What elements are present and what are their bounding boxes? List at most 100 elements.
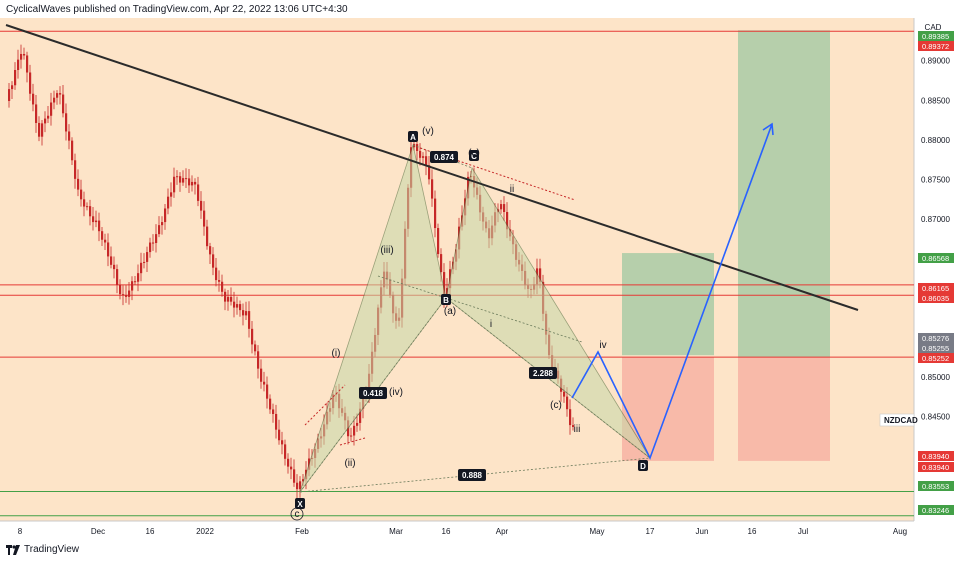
x-tick-12: Jul (798, 527, 808, 536)
ratio-box-0 (430, 151, 458, 163)
ratio-label-3: 0.888 (462, 471, 483, 480)
candle-body-67 (209, 246, 212, 255)
wave-label-7: ii (510, 184, 514, 195)
point-badge-x (295, 498, 305, 509)
point-badge-d (638, 460, 648, 471)
candle-body-8 (32, 93, 35, 105)
candle-body-65 (203, 210, 206, 227)
long-target-zone (738, 30, 830, 358)
candle-body-85 (263, 381, 266, 385)
x-tick-11: 16 (748, 527, 757, 536)
candle-body-88 (272, 409, 275, 414)
price-tag-8 (918, 451, 954, 461)
candle-body-28 (92, 216, 95, 223)
candle-body-79 (245, 311, 248, 316)
wave-label-9: iv (599, 340, 606, 351)
candle-body-141 (431, 179, 434, 199)
candle-body-10 (38, 122, 41, 137)
price-tag-label-4: 0.86035 (922, 294, 949, 303)
wave-label-8: i (490, 319, 492, 330)
candle-body-43 (137, 273, 140, 282)
candle-body-76 (236, 304, 239, 308)
candle-body-81 (251, 328, 254, 345)
candle-body-90 (278, 429, 281, 441)
candle-body-48 (152, 242, 155, 244)
candle-body-12 (44, 118, 47, 124)
price-tag-label-3: 0.86165 (922, 284, 949, 293)
candle-body-92 (284, 444, 287, 459)
candle-body-2 (14, 70, 17, 86)
point-label-b: B (443, 296, 449, 305)
candle-body-44 (140, 262, 143, 274)
candle-body-84 (260, 368, 263, 382)
candle-body-26 (86, 206, 89, 208)
point-label-c: C (471, 152, 477, 161)
price-tag-5 (918, 333, 954, 343)
xd-ratio-line (299, 457, 651, 493)
candle-body-47 (149, 242, 152, 253)
candle-body-22 (74, 160, 77, 179)
candle-body-166 (506, 212, 509, 230)
candle-body-46 (146, 252, 149, 262)
price-tag-label-1: 0.89372 (922, 42, 949, 51)
ratio-box-3 (458, 469, 486, 481)
candle-body-27 (89, 206, 92, 217)
wave-label-6: (a) (444, 306, 456, 317)
candle-body-188 (572, 425, 575, 427)
x-tick-1: Dec (91, 527, 105, 536)
candle-body-116 (356, 422, 359, 426)
price-tag-label-6: 0.85255 (922, 344, 949, 353)
candle-body-0 (8, 89, 11, 101)
candle-body-32 (104, 239, 107, 243)
candle-body-186 (566, 396, 569, 410)
brand-footer[interactable]: TradingView (6, 544, 79, 555)
y-tick-1: 0.88500 (921, 96, 950, 105)
price-tag-10 (918, 481, 954, 491)
candle-body-95 (293, 469, 296, 483)
candle-body-164 (500, 204, 503, 210)
candle-body-114 (350, 435, 353, 437)
symbol-tag-label: NZDCAD (884, 416, 918, 425)
candle-body-74 (230, 296, 233, 302)
x-tick-8: May (589, 527, 604, 536)
candle-body-117 (359, 408, 362, 423)
candle-body-13 (47, 115, 50, 119)
candle-body-45 (143, 261, 146, 263)
candle-body-36 (116, 269, 119, 285)
price-tag-2 (918, 253, 954, 263)
long-stop-zone (738, 357, 830, 461)
y-tick-7: 0.84500 (921, 413, 950, 422)
candle-body-83 (257, 351, 260, 369)
ratio-box-2 (529, 367, 557, 379)
candle-body-177 (539, 268, 542, 282)
y-tick-3: 0.87500 (921, 175, 950, 184)
candle-body-139 (425, 156, 428, 166)
wave-i-dotted-line (304, 384, 346, 426)
candle-body-61 (191, 181, 194, 186)
x-tick-2: 16 (146, 527, 155, 536)
price-tag-label-7: 0.85252 (922, 354, 949, 363)
price-tag-11 (918, 505, 954, 515)
candle-body-17 (59, 93, 62, 95)
candle-body-75 (233, 301, 236, 308)
candle-body-80 (248, 311, 251, 329)
wave-c-circle (290, 507, 304, 521)
candle-body-14 (50, 102, 53, 116)
x-tick-13: Aug (893, 527, 907, 536)
candle-body-49 (155, 234, 158, 243)
candle-body-68 (212, 254, 215, 268)
wave-ii-dotted-line (339, 437, 366, 446)
candle-body-20 (68, 131, 71, 141)
candle-body-15 (53, 97, 56, 103)
point-badge-a (408, 131, 418, 142)
price-tag-label-9: 0.83940 (922, 463, 949, 472)
candle-body-93 (287, 458, 290, 467)
tradingview-logo-icon (6, 544, 20, 555)
candle-body-5 (23, 53, 26, 56)
wave-label-10: iii (574, 424, 581, 435)
candle-body-16 (56, 93, 59, 98)
x-tick-4: Feb (295, 527, 309, 536)
symbol-tag (879, 413, 915, 427)
point-label-d: D (640, 462, 646, 471)
